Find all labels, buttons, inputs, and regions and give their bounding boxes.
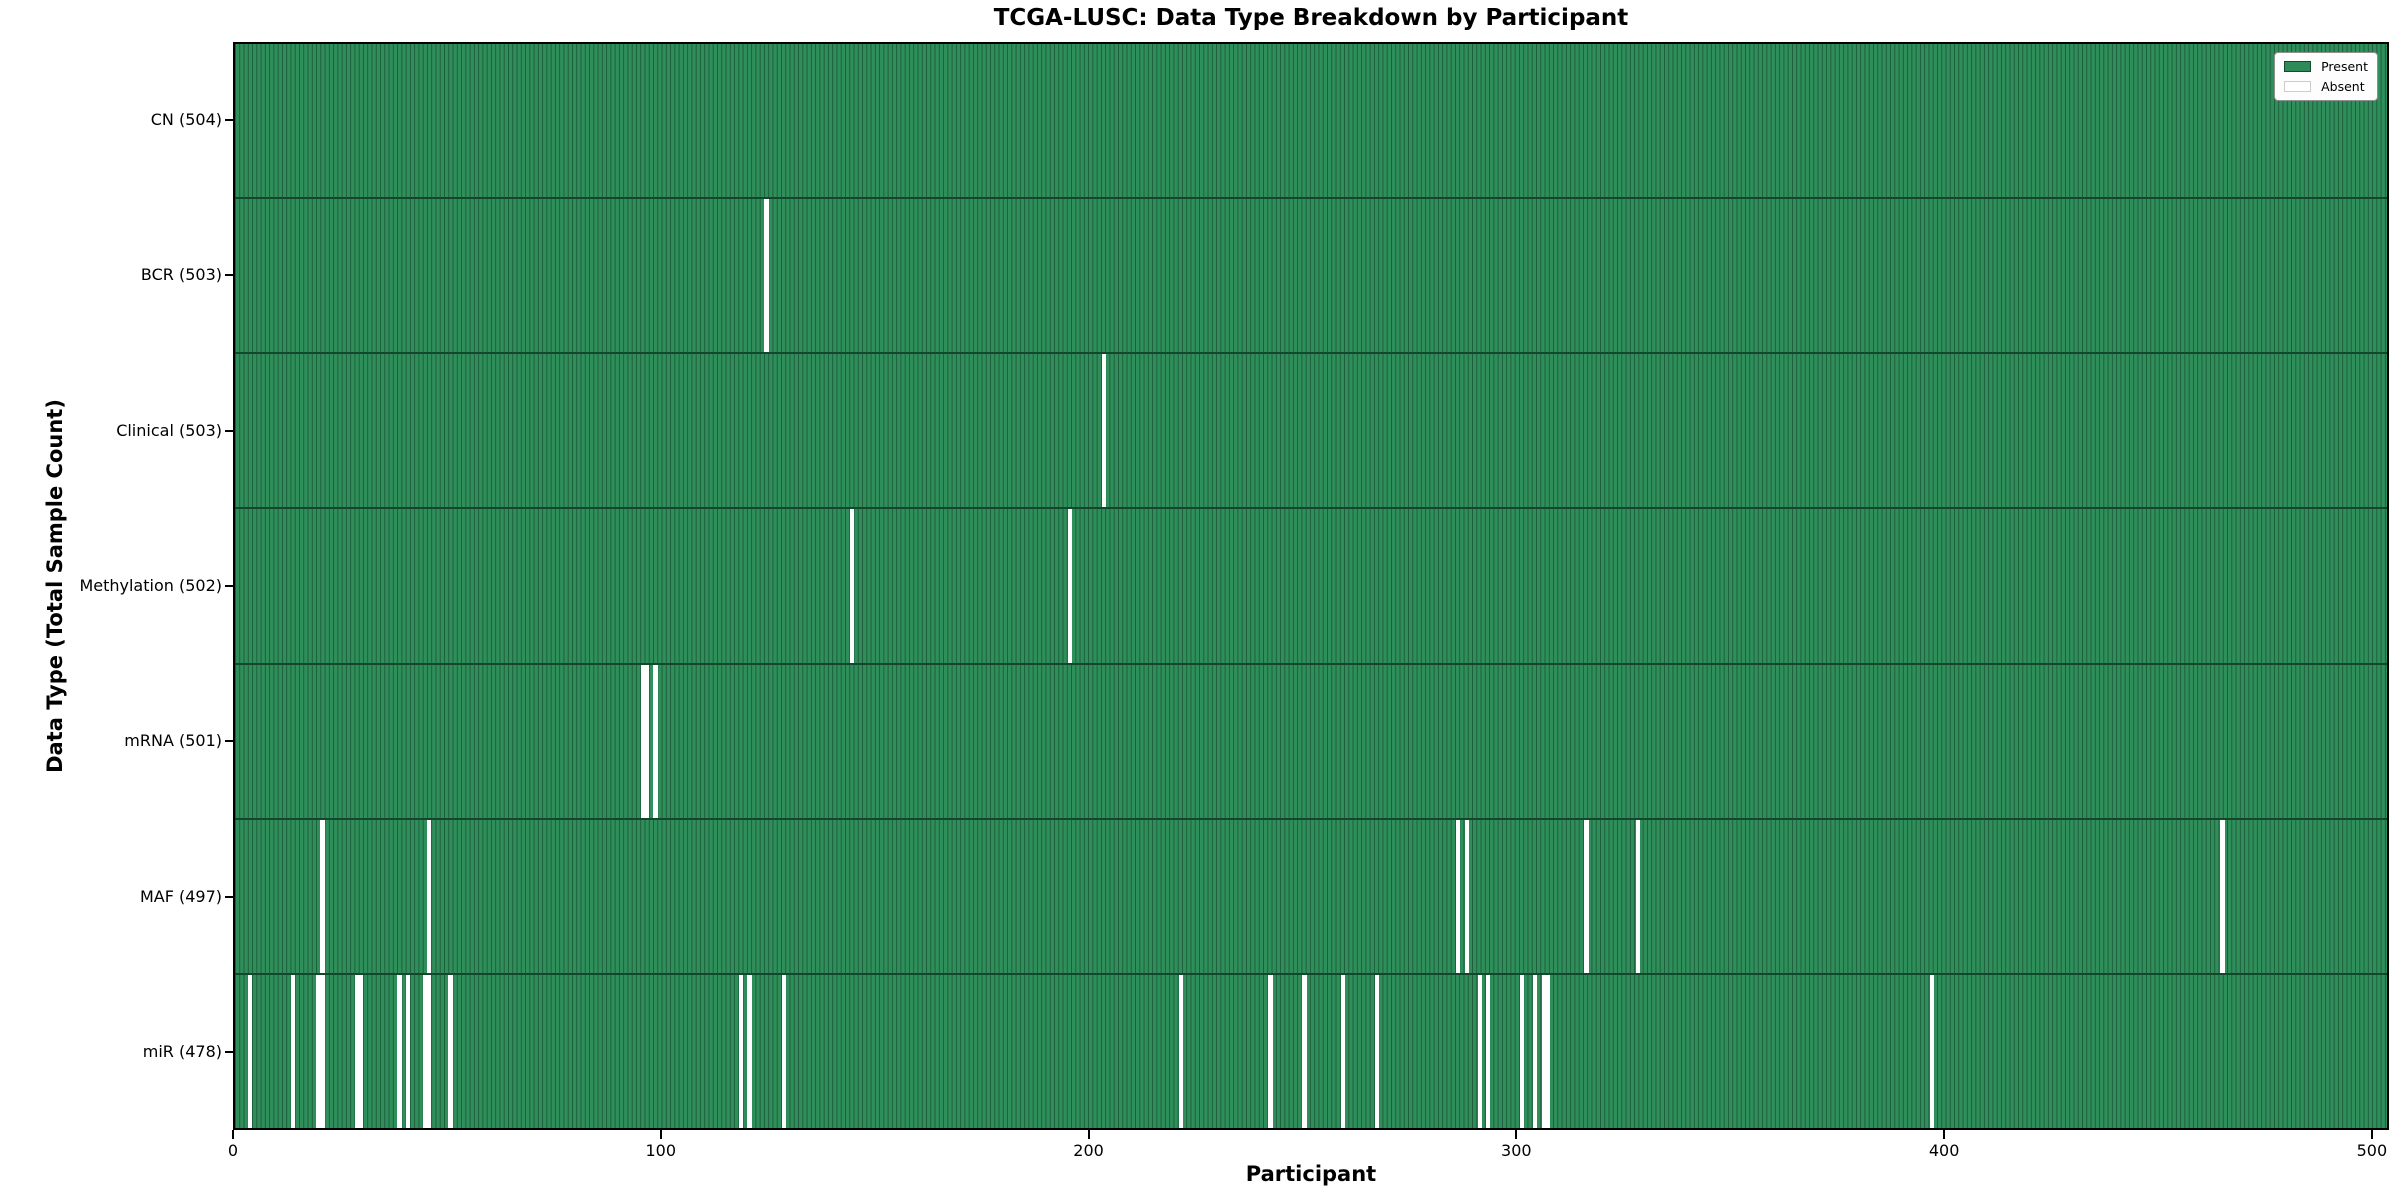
absent-gap: [1541, 974, 1546, 1128]
x-tick-label: 400: [1928, 1141, 1960, 1160]
data-row-mir: [235, 972, 2387, 1128]
x-tick-mark: [1087, 1130, 1090, 1139]
absent-gap: [640, 664, 645, 818]
y-tick-mark: [225, 274, 233, 277]
absent-gap: [1477, 974, 1482, 1128]
data-row-mrna: [235, 662, 2387, 818]
absent-gap: [320, 974, 325, 1128]
absent-gap: [358, 974, 364, 1128]
y-tick-label: Clinical (503): [116, 420, 222, 440]
y-tick-label: BCR (503): [140, 265, 222, 285]
legend: Present Absent: [2274, 52, 2378, 101]
absent-gap: [747, 974, 752, 1128]
absent-gap: [1340, 974, 1346, 1128]
y-tick-label: MAF (497): [139, 886, 222, 906]
absent-gap: [644, 664, 650, 818]
absent-gap: [1635, 819, 1640, 973]
absent-gap: [1584, 819, 1589, 973]
y-tick-mark: [225, 429, 233, 432]
absent-gap: [290, 974, 295, 1128]
legend-item-absent: Absent: [2284, 79, 2368, 94]
absent-gap: [1375, 974, 1380, 1128]
absent-gap: [397, 974, 402, 1128]
absent-gap: [1545, 974, 1551, 1128]
legend-label-absent: Absent: [2321, 79, 2365, 94]
absent-gap: [781, 974, 786, 1128]
absent-gap: [1268, 974, 1273, 1128]
absent-gap: [354, 974, 359, 1128]
x-axis-label: Participant: [1245, 1162, 1377, 1186]
data-row-cn: [235, 44, 2387, 198]
data-row-methylation: [235, 507, 2387, 663]
legend-item-present: Present: [2284, 59, 2368, 74]
absent-gap: [316, 974, 321, 1128]
absent-gap: [427, 974, 432, 1128]
x-tick-mark: [1515, 1130, 1518, 1139]
y-tick-mark: [225, 118, 233, 121]
heatmap-rows: [235, 44, 2387, 1128]
absent-gap: [2220, 819, 2225, 973]
absent-gap: [1486, 974, 1491, 1128]
x-tick-mark: [1943, 1130, 1946, 1139]
absent-gap: [764, 199, 769, 353]
y-tick-label: miR (478): [142, 1042, 222, 1062]
absent-gap: [320, 819, 325, 973]
absent-swatch-icon: [2284, 81, 2312, 92]
absent-gap: [1930, 974, 1935, 1128]
absent-gap: [247, 974, 253, 1128]
y-tick-mark: [225, 740, 233, 743]
y-tick-mark: [225, 895, 233, 898]
data-row-bcr: [235, 197, 2387, 353]
y-tick-label: mRNA (501): [124, 731, 222, 751]
x-tick-label: 0: [227, 1141, 239, 1160]
x-tick-mark: [659, 1130, 662, 1139]
legend-label-present: Present: [2321, 59, 2368, 74]
x-tick-label: 300: [1501, 1141, 1532, 1160]
absent-gap: [1302, 974, 1307, 1128]
y-tick-label: Methylation (502): [79, 576, 222, 595]
absent-gap: [405, 974, 411, 1128]
y-tick-label: CN (504): [150, 109, 222, 129]
x-tick-label: 200: [1073, 1141, 1104, 1160]
x-tick-mark: [2370, 1130, 2373, 1139]
x-tick-label: 100: [645, 1141, 677, 1160]
absent-gap: [422, 974, 428, 1128]
y-tick-mark: [225, 1051, 233, 1054]
absent-gap: [849, 509, 855, 663]
absent-gap: [448, 974, 453, 1128]
x-tick-label: 500: [2356, 1141, 2388, 1160]
x-tick-mark: [232, 1130, 234, 1139]
plot-area: Present Absent: [233, 42, 2389, 1130]
absent-gap: [1533, 974, 1538, 1128]
chart-title: TCGA-LUSC: Data Type Breakdown by Partic…: [993, 5, 1629, 31]
absent-gap: [427, 819, 432, 973]
present-swatch-icon: [2284, 61, 2312, 72]
absent-gap: [1520, 974, 1525, 1128]
data-row-maf: [235, 817, 2387, 973]
absent-gap: [1456, 819, 1461, 973]
absent-gap: [1178, 974, 1183, 1128]
absent-gap: [1101, 354, 1107, 508]
absent-gap: [1464, 819, 1469, 973]
absent-gap: [738, 974, 744, 1128]
absent-gap: [653, 664, 658, 818]
absent-gap: [1067, 509, 1072, 663]
y-tick-mark: [225, 585, 233, 587]
data-row-clinical: [235, 352, 2387, 508]
